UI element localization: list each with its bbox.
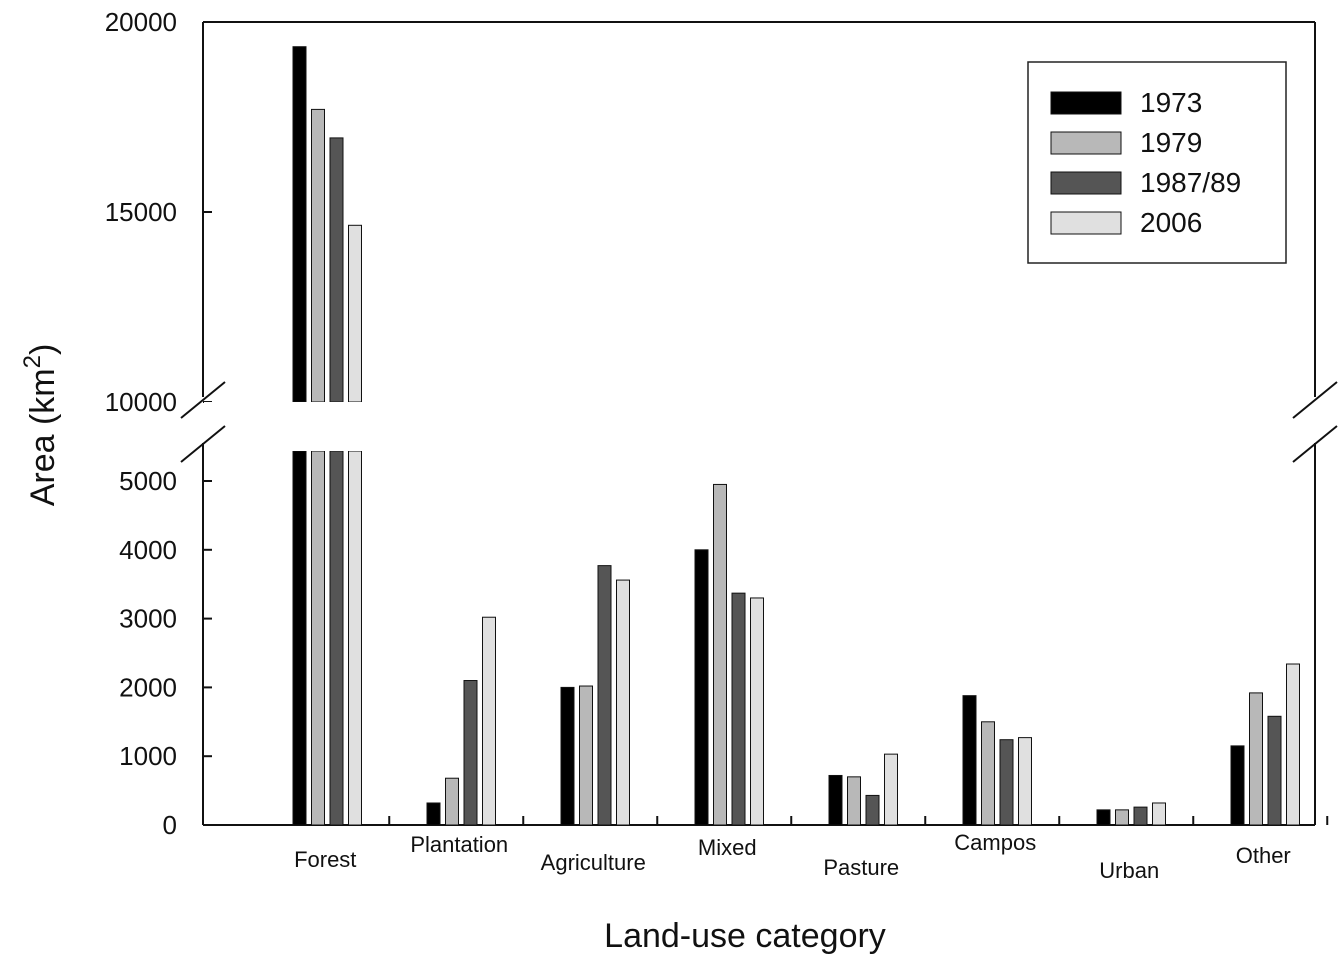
break-slash bbox=[180, 381, 226, 419]
y-tick-label: 4000 bbox=[119, 535, 177, 565]
bar bbox=[1096, 809, 1111, 826]
y-axis-ticks: 0 1000 2000 3000 4000 5000 10000 15000 20000 bbox=[105, 7, 212, 840]
bar bbox=[847, 776, 861, 826]
bar bbox=[713, 483, 727, 826]
legend-swatch bbox=[1050, 91, 1122, 115]
bar bbox=[348, 450, 362, 826]
y-axis-title: Area (km2) bbox=[19, 344, 62, 507]
bar bbox=[348, 224, 362, 403]
x-tick-label: Urban bbox=[1099, 858, 1159, 883]
bar bbox=[1018, 737, 1032, 826]
x-axis-ticks: Forest Plantation Agriculture Mixed Pasture C… bbox=[294, 816, 1329, 883]
bar bbox=[463, 680, 478, 826]
y-tick-label: 20000 bbox=[105, 7, 177, 37]
x-tick-label: Plantation bbox=[410, 832, 508, 857]
legend-label: 1979 bbox=[1140, 127, 1202, 158]
y-tick-label: 2000 bbox=[119, 672, 177, 702]
legend-label: 2006 bbox=[1140, 207, 1202, 238]
bar bbox=[1152, 802, 1166, 826]
bar bbox=[962, 695, 977, 826]
x-tick-label: Pasture bbox=[823, 855, 899, 880]
bar bbox=[828, 774, 843, 826]
bar bbox=[1115, 809, 1129, 826]
legend-label: 1973 bbox=[1140, 87, 1202, 118]
bar bbox=[311, 108, 325, 403]
axis-break-marks bbox=[180, 381, 1338, 463]
bar bbox=[981, 721, 995, 826]
legend-label: 1987/89 bbox=[1140, 167, 1241, 198]
y-tick-label: 15000 bbox=[105, 197, 177, 227]
bar bbox=[560, 686, 575, 826]
break-slash bbox=[1292, 425, 1338, 463]
bar bbox=[597, 565, 612, 826]
bar bbox=[865, 794, 880, 826]
legend-swatch bbox=[1050, 171, 1122, 195]
bar bbox=[731, 592, 746, 826]
bar bbox=[329, 137, 344, 403]
break-gap bbox=[204, 402, 1314, 451]
x-tick-label: Forest bbox=[294, 847, 356, 872]
bar bbox=[311, 450, 325, 826]
bar bbox=[292, 46, 307, 403]
legend: 1973 1979 1987/89 2006 bbox=[1027, 61, 1287, 264]
bar bbox=[1133, 806, 1148, 826]
x-tick-label: Mixed bbox=[698, 835, 757, 860]
x-axis-title: Land-use category bbox=[604, 917, 886, 955]
bar bbox=[292, 450, 307, 826]
bar bbox=[884, 753, 898, 826]
y-tick-label: 0 bbox=[163, 810, 177, 840]
break-slash bbox=[1292, 381, 1338, 419]
legend-swatch bbox=[1050, 131, 1122, 155]
bars bbox=[292, 46, 1300, 826]
bar bbox=[616, 579, 630, 826]
x-tick-label: Campos bbox=[954, 830, 1036, 855]
bar bbox=[1249, 692, 1263, 826]
y-tick-label: 5000 bbox=[119, 466, 177, 496]
bar bbox=[1230, 745, 1245, 826]
bar bbox=[750, 597, 764, 826]
break-slash bbox=[180, 425, 226, 463]
bar bbox=[1286, 663, 1300, 826]
bar bbox=[329, 450, 344, 826]
bar bbox=[694, 549, 709, 826]
bar bbox=[579, 685, 593, 826]
x-tick-label: Other bbox=[1236, 843, 1291, 868]
y-axis-title-superscript: 2 bbox=[19, 355, 46, 368]
y-axis-title-text: Area (km bbox=[24, 368, 62, 506]
y-tick-label: 10000 bbox=[105, 387, 177, 417]
legend-swatch bbox=[1050, 211, 1122, 235]
bar bbox=[482, 616, 496, 826]
y-axis-title-close: ) bbox=[24, 344, 62, 355]
y-tick-label: 3000 bbox=[119, 604, 177, 634]
bar bbox=[445, 777, 459, 826]
bar bbox=[999, 739, 1014, 826]
bar bbox=[1267, 715, 1282, 826]
x-tick-label: Agriculture bbox=[541, 850, 646, 875]
y-tick-label: 1000 bbox=[119, 741, 177, 771]
bar bbox=[426, 802, 441, 826]
